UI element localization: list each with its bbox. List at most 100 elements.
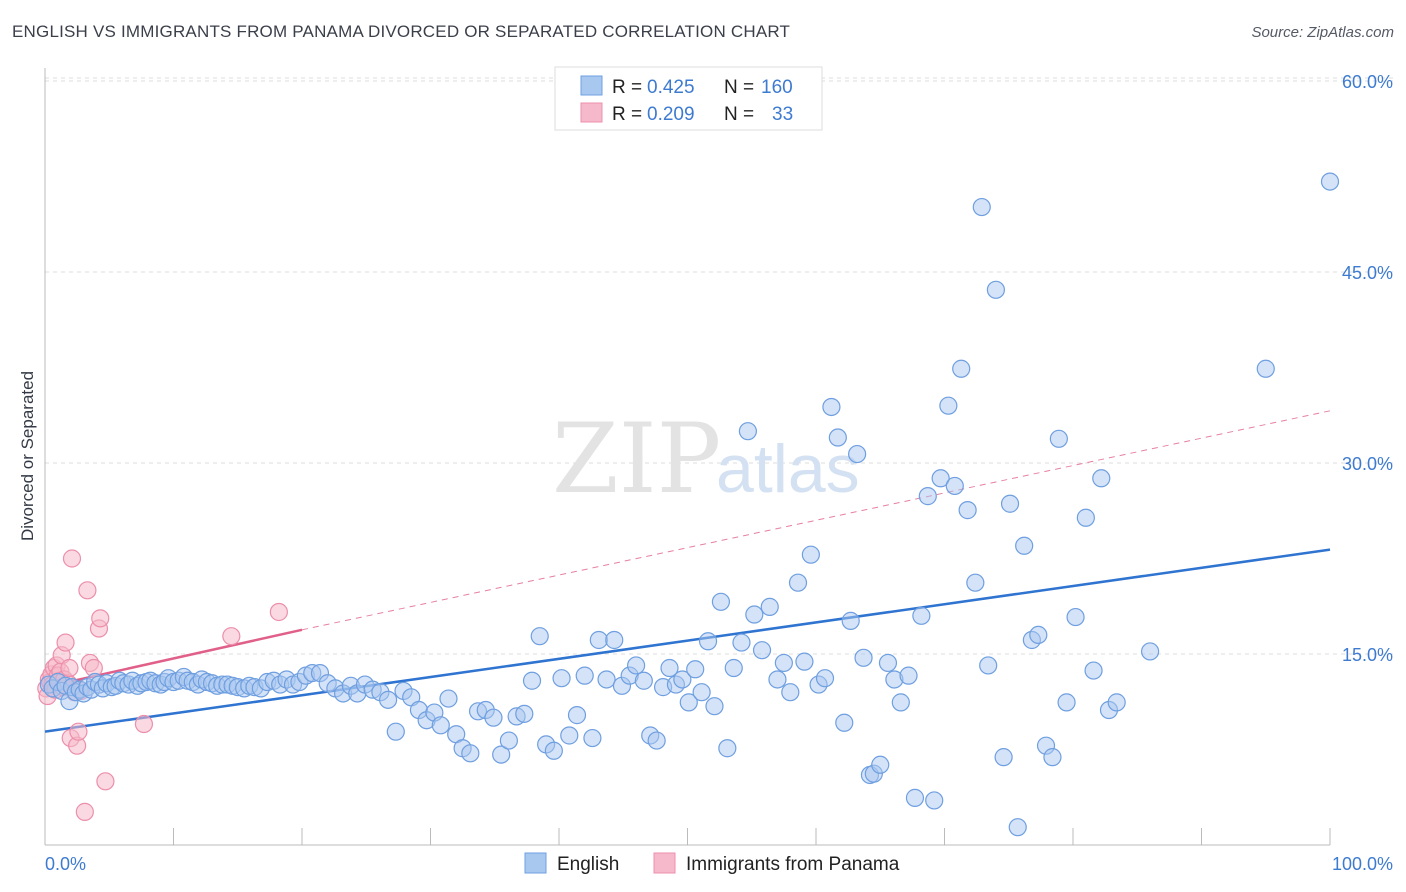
- panama-n-label: N =: [724, 104, 754, 125]
- legend-english-swatch: [524, 852, 547, 874]
- y-tick-labels: 15.0% 30.0% 45.0% 60.0%: [1342, 72, 1393, 665]
- english-point: [522, 671, 542, 690]
- english-point: [781, 683, 800, 702]
- english-point: [461, 744, 480, 763]
- panama-point: [222, 627, 241, 646]
- english-trend-line: [44, 548, 1331, 733]
- english-point: [499, 731, 518, 750]
- panama-point: [75, 802, 94, 821]
- english-point: [918, 487, 937, 506]
- english-point: [1140, 642, 1160, 661]
- english-point: [1057, 693, 1076, 712]
- chart-title: ENGLISH VS IMMIGRANTS FROM PANAMA DIVORC…: [12, 22, 791, 41]
- english-point: [597, 670, 616, 689]
- english-point: [752, 641, 772, 660]
- english-point: [945, 476, 964, 496]
- english-point: [841, 611, 860, 630]
- english-point: [878, 653, 898, 673]
- english-point: [583, 728, 602, 748]
- english-point: [492, 745, 511, 764]
- x-tick-label: 100.0%: [1332, 854, 1393, 874]
- panama-point: [62, 549, 82, 568]
- english-point: [1076, 508, 1095, 527]
- watermark-zip: ZIP: [552, 403, 721, 515]
- english-n-value: 160: [761, 77, 793, 98]
- y-axis-title: Divorced or Separated: [18, 371, 37, 541]
- english-point: [738, 422, 757, 441]
- english-point: [439, 689, 458, 708]
- english-point: [530, 627, 549, 646]
- english-point: [589, 630, 608, 650]
- english-r-label: R =: [612, 77, 642, 98]
- english-r-value: 0.425: [647, 77, 695, 98]
- english-point: [686, 660, 705, 679]
- english-point: [560, 726, 579, 745]
- english-point: [795, 652, 814, 671]
- english-point: [711, 592, 731, 611]
- english-point: [828, 428, 847, 447]
- english-point: [979, 656, 998, 675]
- english-point: [905, 788, 925, 807]
- panama-point: [69, 722, 88, 741]
- english-point: [732, 633, 751, 652]
- watermark: ZIP atlas: [552, 403, 860, 515]
- english-point: [378, 690, 398, 709]
- english-point: [994, 748, 1013, 767]
- panama-point: [56, 633, 75, 652]
- panama-legend-swatch: [580, 102, 603, 123]
- english-point: [958, 501, 977, 520]
- series-legend: English Immigrants from Panama: [524, 852, 900, 875]
- english-point: [1107, 693, 1126, 712]
- english-point: [1043, 748, 1062, 767]
- panama-point: [96, 772, 115, 791]
- english-point: [986, 280, 1006, 299]
- x-tick-label: 0.0%: [45, 854, 86, 874]
- english-point: [854, 648, 873, 667]
- english-point: [1015, 536, 1034, 555]
- panama-point: [134, 714, 154, 734]
- english-point: [552, 669, 571, 688]
- english-point: [788, 573, 808, 592]
- english-point: [718, 739, 737, 758]
- x-tick-labels: 0.0% 100.0%: [45, 854, 1393, 874]
- panama-point: [78, 581, 97, 600]
- english-point: [1000, 494, 1020, 513]
- english-point: [774, 653, 793, 673]
- stats-legend: R = 0.425 N = 160 R = 0.209 N = 33: [554, 66, 823, 131]
- panama-point: [91, 609, 110, 628]
- english-point: [925, 791, 944, 810]
- english-point: [1049, 429, 1068, 448]
- english-point: [386, 722, 405, 741]
- english-point: [1084, 661, 1103, 680]
- panama-point: [60, 658, 79, 678]
- english-point: [544, 741, 563, 760]
- legend-english-label: English: [557, 854, 619, 875]
- english-point: [822, 397, 841, 417]
- y-tick-label: 45.0%: [1342, 263, 1393, 283]
- english-point: [768, 670, 787, 689]
- english-point: [698, 632, 718, 651]
- english-point: [679, 693, 698, 712]
- english-point: [692, 683, 711, 702]
- english-point: [835, 713, 854, 732]
- english-point: [760, 597, 779, 616]
- english-point: [1029, 625, 1048, 645]
- english-point: [1066, 607, 1085, 627]
- y-tick-label: 60.0%: [1342, 72, 1393, 92]
- source-credit: Source: ZipAtlas.com: [1251, 24, 1394, 41]
- english-n-label: N =: [724, 77, 754, 98]
- english-point: [724, 658, 743, 678]
- legend-panama-swatch: [653, 852, 676, 874]
- english-point: [1320, 172, 1340, 191]
- english-point: [660, 658, 679, 678]
- english-point: [431, 716, 450, 735]
- english-legend-swatch: [580, 75, 603, 96]
- y-tick-label: 30.0%: [1342, 454, 1393, 474]
- legend-panama-label: Immigrants from Panama: [686, 854, 900, 875]
- english-point: [567, 706, 587, 725]
- panama-n-value: 33: [772, 104, 793, 125]
- english-point: [515, 704, 534, 723]
- english-point: [848, 444, 867, 464]
- english-point: [815, 669, 835, 688]
